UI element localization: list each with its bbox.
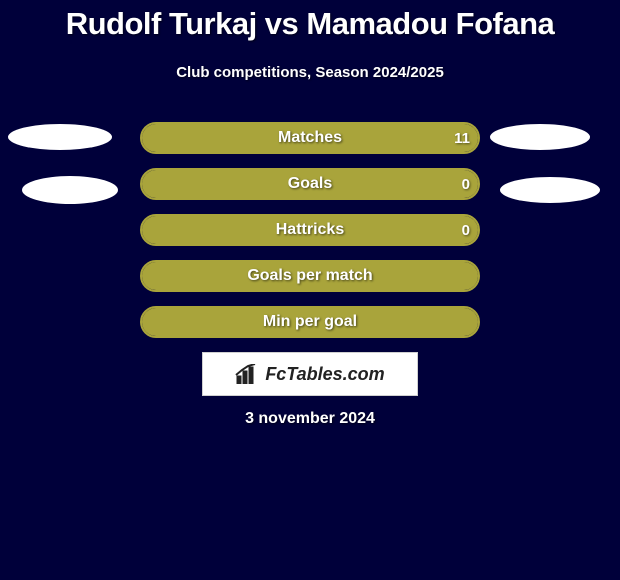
stat-row: Hattricks0	[140, 214, 480, 246]
side-ellipse	[490, 124, 590, 150]
stat-row: Min per goal	[140, 306, 480, 338]
bar-right	[310, 216, 478, 244]
infographic-root: Rudolf Turkaj vs Mamadou Fofana Club com…	[0, 0, 620, 580]
brand-text: FcTables.com	[265, 364, 384, 385]
bar-left	[142, 262, 310, 290]
side-ellipse	[22, 176, 118, 204]
bar-right	[142, 124, 478, 152]
subtitle: Club competitions, Season 2024/2025	[0, 64, 620, 81]
page-title: Rudolf Turkaj vs Mamadou Fofana	[0, 6, 620, 42]
side-ellipse	[8, 124, 112, 150]
bar-right	[310, 262, 478, 290]
bar-right	[310, 308, 478, 336]
bar-left	[142, 308, 310, 336]
bar-right	[142, 170, 478, 198]
stat-row: Goals0	[140, 168, 480, 200]
bar-chart-icon	[235, 364, 259, 384]
stat-row: Goals per match	[140, 260, 480, 292]
bar-left	[142, 216, 310, 244]
stat-row: Matches11	[140, 122, 480, 154]
date-text: 3 november 2024	[0, 410, 620, 428]
side-ellipse	[500, 177, 600, 203]
brand-box: FcTables.com	[202, 352, 418, 396]
